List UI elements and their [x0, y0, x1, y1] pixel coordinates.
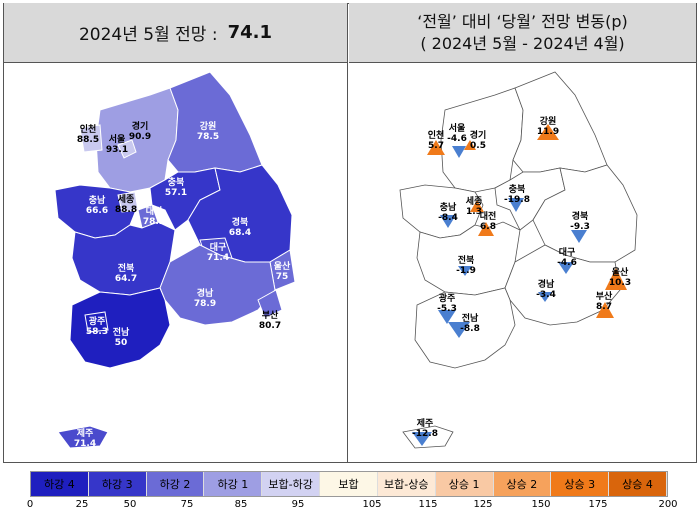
region-gwangju — [84, 311, 109, 333]
down-arrow-icon — [440, 215, 456, 228]
region-busan — [257, 289, 283, 319]
down-arrow-icon — [452, 146, 466, 158]
up-arrow-icon — [470, 200, 484, 212]
left-label-daegu: 대구 71.4 — [206, 243, 230, 263]
right-label-incheon: 인천 5.7 — [427, 131, 445, 151]
legend-item: 하강 1 — [204, 472, 263, 496]
right-panel-header: ‘전월’ 대비 ‘당월’ 전망 변동(p) ( 2024년 5월 - 2024년… — [349, 3, 696, 63]
left-label-gwangju: 광주 58.3 — [85, 317, 109, 337]
down-arrow-icon — [448, 322, 470, 338]
legend-item: 보합 — [320, 472, 378, 496]
down-arrow-icon — [558, 262, 574, 274]
legend-tick: 75 — [180, 499, 194, 510]
left-label-jeju: 제주 71.4 — [73, 429, 97, 449]
legend-item: 상승 1 — [435, 472, 494, 496]
left-korea-map — [54, 71, 638, 449]
down-arrow-icon — [458, 266, 472, 276]
right-label-jeonnam: 전남 -8.8 — [460, 314, 480, 334]
down-arrow-icon — [538, 292, 552, 302]
legend-item: 상승 4 — [609, 472, 667, 496]
legend-tick: 25 — [75, 499, 89, 510]
up-arrow-icon — [537, 124, 559, 140]
right-label-ulsan: 울산 10.3 — [608, 268, 632, 288]
right-header-line1: ‘전월’ 대비 ‘당월’ 전망 변동(p) — [417, 11, 628, 31]
legend-item: 보합-하강 — [262, 472, 321, 496]
left-header-title: 2024년 5월 전망 : — [78, 25, 218, 45]
legend-item: 하강 2 — [146, 472, 205, 496]
legend-tick: 125 — [473, 499, 493, 510]
up-arrow-icon — [478, 222, 494, 236]
legend-tick: 85 — [234, 499, 248, 510]
right-label-daegu: 대구 -4.6 — [557, 248, 577, 268]
region-jeonbuk — [71, 221, 176, 296]
legend-item: 하강 4 — [31, 472, 89, 496]
right-label-gwangju: 광주 -5.3 — [437, 294, 457, 314]
right-map-change-markers — [412, 124, 627, 446]
right-label-jeonbuk: 전북 -1.9 — [456, 256, 476, 276]
left-label-jeonnam: 전남 50 — [112, 328, 130, 348]
legend-item: 상승 2 — [493, 472, 552, 496]
right-label-chungbuk: 충북 -19.8 — [504, 185, 530, 205]
right-label-gyeonggi: 경기 0.5 — [469, 131, 487, 151]
color-legend: 하강 4 하강 3 하강 2 하강 1 보합-하강 보합 보합-상승 상승 1 … — [30, 471, 668, 497]
right-header-line2: ( 2024년 5월 - 2024년 4월) — [420, 33, 625, 53]
region-jeju — [57, 425, 109, 449]
left-label-gyeongbuk: 경북 68.4 — [228, 218, 252, 238]
right-label-seoul: 서울 -4.6 — [447, 124, 467, 144]
down-arrow-icon — [412, 432, 432, 446]
region-incheon — [79, 124, 103, 153]
right-label-sejong: 세종 1.3 — [465, 197, 483, 217]
left-label-gyeongnam: 경남 78.9 — [193, 289, 217, 309]
right-label-daejeon: 대전 6.8 — [479, 212, 497, 232]
legend-tick: 200 — [658, 499, 678, 510]
legend-tick: 105 — [362, 499, 382, 510]
legend-tick: 175 — [588, 499, 608, 510]
left-label-jeonbuk: 전북 64.7 — [114, 264, 138, 284]
left-label-incheon: 인천 88.5 — [76, 125, 100, 145]
left-label-daejeon: 대전 78.2 — [142, 207, 166, 227]
left-header-value: 74.1 — [227, 22, 272, 43]
legend-tick: 0 — [26, 499, 34, 510]
right-label-gangwon: 강원 11.9 — [536, 117, 560, 137]
panel-divider — [347, 3, 348, 463]
region-jeonnam — [69, 287, 171, 369]
left-label-ulsan: 울산 75 — [273, 262, 291, 282]
legend-tick: 95 — [291, 499, 305, 510]
left-label-gangwon: 강원 78.5 — [196, 122, 220, 142]
region-gangwon — [512, 71, 608, 173]
left-label-chungnam: 충남 66.6 — [85, 196, 109, 216]
left-label-seoul: 서울 93.1 — [105, 135, 129, 155]
legend-tick: 50 — [123, 499, 137, 510]
left-panel-header: 2024년 5월 전망 : 74.1 — [4, 3, 347, 63]
left-label-chungbuk: 충북 57.1 — [164, 178, 188, 198]
left-map-regions — [54, 71, 296, 449]
legend-item: 보합-상승 — [377, 472, 436, 496]
up-arrow-icon — [427, 140, 445, 155]
down-arrow-icon — [571, 230, 587, 243]
up-arrow-icon — [464, 140, 476, 150]
right-label-gyeongbuk: 경북 -9.3 — [570, 212, 590, 232]
legend-tick: 115 — [418, 499, 438, 510]
right-label-jeju: 제주 -12.8 — [412, 419, 438, 439]
down-arrow-icon — [438, 310, 456, 324]
right-label-gyeongnam: 경남 -3.4 — [536, 280, 556, 300]
down-arrow-icon — [508, 198, 524, 212]
up-arrow-icon — [605, 268, 627, 290]
region-jeonbuk — [416, 221, 521, 296]
legend-item: 하강 3 — [88, 472, 147, 496]
legend-tick: 150 — [531, 499, 551, 510]
right-label-chungnam: 충남 -8.4 — [438, 203, 458, 223]
left-label-busan: 부산 80.7 — [258, 311, 282, 331]
legend-item: 상승 3 — [551, 472, 610, 496]
up-arrow-icon — [596, 302, 614, 318]
right-map-regions — [399, 71, 638, 449]
region-seoul — [117, 139, 137, 159]
right-label-busan: 부산 8.7 — [595, 292, 613, 312]
left-label-gyeonggi: 경기 90.9 — [128, 122, 152, 142]
left-label-sejong: 세종 88.8 — [114, 195, 138, 215]
